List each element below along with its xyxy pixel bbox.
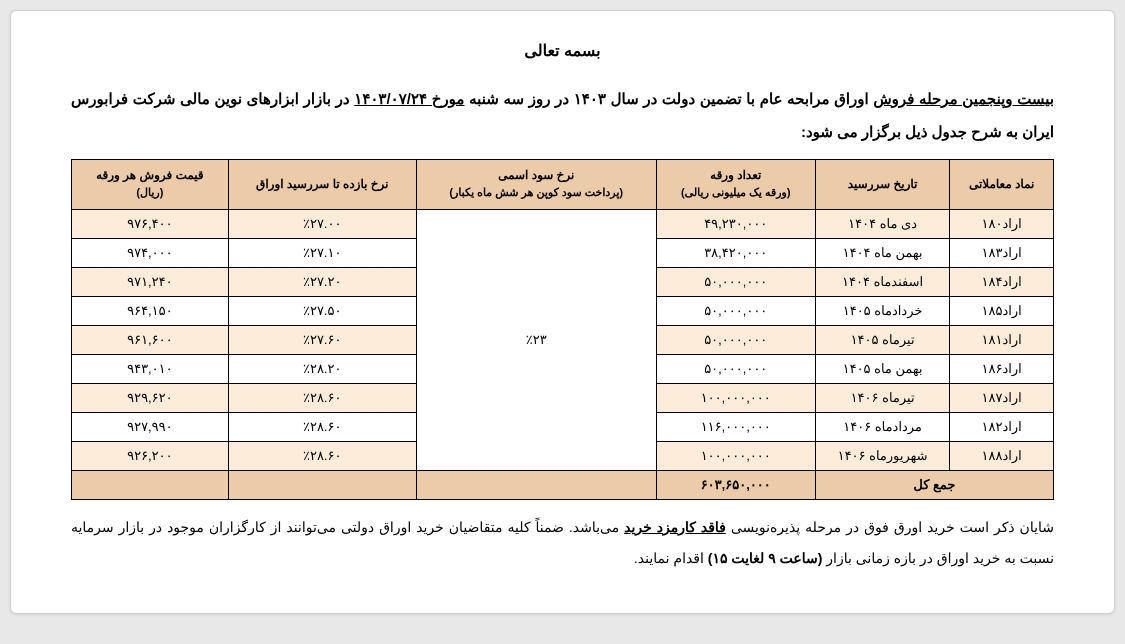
cell-price: ۹۴۳,۰۱۰ bbox=[72, 354, 229, 383]
table-body: اراد۱۸۰دی ماه ۱۴۰۴۴۹,۲۳۰,۰۰۰٪۲۳٪۲۷.۰۰۹۷۶… bbox=[72, 209, 1054, 470]
table-foot: جمع کل ۶۰۳,۶۵۰,۰۰۰ bbox=[72, 470, 1054, 499]
footer-label: جمع کل bbox=[815, 470, 1053, 499]
cell-price: ۹۷۱,۲۴۰ bbox=[72, 267, 229, 296]
cell-count: ۵۰,۰۰۰,۰۰۰ bbox=[656, 325, 815, 354]
cell-price: ۹۶۴,۱۵۰ bbox=[72, 296, 229, 325]
cell-ytm: ٪۲۸.۲۰ bbox=[228, 354, 416, 383]
cell-symbol: اراد۱۸۳ bbox=[950, 238, 1054, 267]
cell-price: ۹۲۶,۲۰۰ bbox=[72, 441, 229, 470]
cell-maturity: تیرماه ۱۴۰۶ bbox=[815, 383, 950, 412]
col-count-sub: (ورقه یک میلیونی ریالی) bbox=[665, 185, 807, 203]
intro-paragraph: بیست وپنجمین مرحله فروش اوراق مرابحه عام… bbox=[71, 83, 1054, 149]
cell-count: ۱۰۰,۰۰۰,۰۰۰ bbox=[656, 383, 815, 412]
col-price-label: قیمت فروش هر ورقه bbox=[96, 168, 204, 182]
intro-stage-label: بیست وپنجمین مرحله فروش bbox=[873, 91, 1054, 108]
cell-maturity: شهریورماه ۱۴۰۶ bbox=[815, 441, 950, 470]
table-head: نماد معاملاتی تاریخ سررسید تعداد ورقه (و… bbox=[72, 160, 1054, 210]
cell-ytm: ٪۲۷.۲۰ bbox=[228, 267, 416, 296]
table-row: اراد۱۸۰دی ماه ۱۴۰۴۴۹,۲۳۰,۰۰۰٪۲۳٪۲۷.۰۰۹۷۶… bbox=[72, 209, 1054, 238]
cell-count: ۵۰,۰۰۰,۰۰۰ bbox=[656, 267, 815, 296]
cell-ytm: ٪۲۸.۶۰ bbox=[228, 441, 416, 470]
cell-price: ۹۶۱,۶۰۰ bbox=[72, 325, 229, 354]
cell-maturity: دی ماه ۱۴۰۴ bbox=[815, 209, 950, 238]
bonds-table: نماد معاملاتی تاریخ سررسید تعداد ورقه (و… bbox=[71, 159, 1054, 500]
col-count-label: تعداد ورقه bbox=[710, 168, 761, 182]
footer-total: ۶۰۳,۶۵۰,۰۰۰ bbox=[656, 470, 815, 499]
cell-price: ۹۲۹,۶۲۰ bbox=[72, 383, 229, 412]
cell-symbol: اراد۱۸۶ bbox=[950, 354, 1054, 383]
cell-price: ۹۷۶,۴۰۰ bbox=[72, 209, 229, 238]
cell-count: ۳۸,۴۲۰,۰۰۰ bbox=[656, 238, 815, 267]
cell-symbol: اراد۱۸۱ bbox=[950, 325, 1054, 354]
cell-symbol: اراد۱۸۰ bbox=[950, 209, 1054, 238]
col-coupon: نرخ سود اسمی (پرداخت سود کوپن هر شش ماه … bbox=[416, 160, 656, 210]
cell-maturity: تیرماه ۱۴۰۵ bbox=[815, 325, 950, 354]
intro-text-1: اوراق مرابحه عام با تضمین دولت در سال ۱۴… bbox=[464, 91, 873, 108]
cell-coupon-merged: ٪۲۳ bbox=[416, 209, 656, 470]
cell-price: ۹۷۴,۰۰۰ bbox=[72, 238, 229, 267]
footnote-paragraph: شایان ذکر است خرید اورق فوق در مرحله پذی… bbox=[71, 512, 1054, 574]
cell-maturity: اسفندماه ۱۴۰۴ bbox=[815, 267, 950, 296]
cell-price: ۹۲۷,۹۹۰ bbox=[72, 412, 229, 441]
cell-count: ۴۹,۲۳۰,۰۰۰ bbox=[656, 209, 815, 238]
cell-ytm: ٪۲۷.۵۰ bbox=[228, 296, 416, 325]
col-count: تعداد ورقه (ورقه یک میلیونی ریالی) bbox=[656, 160, 815, 210]
document-page: بسمه تعالی بیست وپنجمین مرحله فروش اوراق… bbox=[10, 10, 1115, 614]
cell-symbol: اراد۱۸۵ bbox=[950, 296, 1054, 325]
cell-ytm: ٪۲۷.۰۰ bbox=[228, 209, 416, 238]
cell-maturity: بهمن ماه ۱۴۰۴ bbox=[815, 238, 950, 267]
footnote-no-fee: فاقد کارمزد خرید bbox=[624, 519, 726, 535]
cell-maturity: بهمن ماه ۱۴۰۵ bbox=[815, 354, 950, 383]
cell-maturity: خردادماه ۱۴۰۵ bbox=[815, 296, 950, 325]
page-heading: بسمه تعالی bbox=[71, 41, 1054, 61]
cell-count: ۱۰۰,۰۰۰,۰۰۰ bbox=[656, 441, 815, 470]
col-maturity: تاریخ سررسید bbox=[815, 160, 950, 210]
cell-symbol: اراد۱۸۴ bbox=[950, 267, 1054, 296]
cell-ytm: ٪۲۸.۶۰ bbox=[228, 383, 416, 412]
cell-maturity: مردادماه ۱۴۰۶ bbox=[815, 412, 950, 441]
col-symbol: نماد معاملاتی bbox=[950, 160, 1054, 210]
footnote-time-window: (ساعت ۹ لغایت ۱۵) bbox=[708, 550, 823, 566]
cell-count: ۵۰,۰۰۰,۰۰۰ bbox=[656, 354, 815, 383]
col-coupon-sub: (پرداخت سود کوپن هر شش ماه یکبار) bbox=[425, 185, 648, 203]
cell-ytm: ٪۲۷.۶۰ bbox=[228, 325, 416, 354]
cell-ytm: ٪۲۸.۶۰ bbox=[228, 412, 416, 441]
cell-symbol: اراد۱۸۲ bbox=[950, 412, 1054, 441]
col-price: قیمت فروش هر ورقه (ریال) bbox=[72, 160, 229, 210]
cell-ytm: ٪۲۷.۱۰ bbox=[228, 238, 416, 267]
cell-count: ۵۰,۰۰۰,۰۰۰ bbox=[656, 296, 815, 325]
footer-empty-1 bbox=[416, 470, 656, 499]
footnote-text-1: شایان ذکر است خرید اورق فوق در مرحله پذی… bbox=[726, 519, 1054, 535]
col-coupon-label: نرخ سود اسمی bbox=[498, 168, 574, 182]
intro-date: مورخ ۱۴۰۳/۰۷/۲۴ bbox=[354, 91, 464, 108]
footer-empty-3 bbox=[72, 470, 229, 499]
footer-empty-2 bbox=[228, 470, 416, 499]
cell-symbol: اراد۱۸۸ bbox=[950, 441, 1054, 470]
col-ytm: نرخ بازده تا سررسید اوراق bbox=[228, 160, 416, 210]
col-price-sub: (ریال) bbox=[80, 185, 220, 203]
cell-symbol: اراد۱۸۷ bbox=[950, 383, 1054, 412]
footnote-text-3: اقدام نمایند. bbox=[634, 550, 708, 566]
cell-count: ۱۱۶,۰۰۰,۰۰۰ bbox=[656, 412, 815, 441]
